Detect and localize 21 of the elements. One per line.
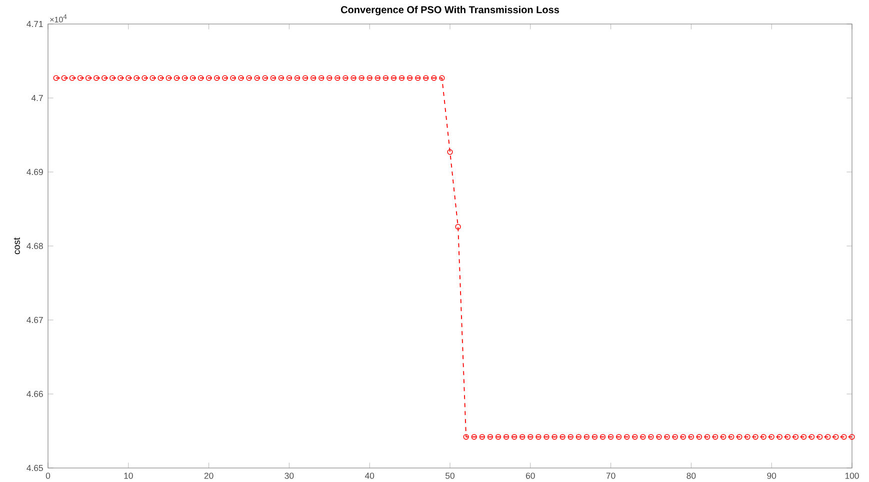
x-tick-label: 0 <box>46 472 50 479</box>
x-tick-label: 80 <box>686 472 696 479</box>
y-tick-label: 4.67 <box>26 316 43 324</box>
x-tick-label: 20 <box>204 472 214 479</box>
y-tick-label: 4.66 <box>26 390 43 398</box>
x-tick-label: 90 <box>767 472 776 479</box>
y-tick-label: 4.68 <box>26 242 43 250</box>
text: ×10$^{4}$ <box>50 14 67 22</box>
x-tick-label: 70 <box>606 472 616 479</box>
x-tick-label: 30 <box>284 472 294 479</box>
x-tick-label: 50 <box>446 472 454 479</box>
x-tick-label: 100 <box>845 472 859 479</box>
chart-title: Convergence Of PSO With Transmission Loss <box>340 6 560 16</box>
y-tick-label: 4.7 <box>31 95 43 101</box>
y-tick-label: 4.65 <box>26 464 43 472</box>
x-tick-label: 60 <box>526 472 535 479</box>
y-tick-label: 4.71 <box>26 21 43 27</box>
y-axis-title: cost <box>14 237 20 254</box>
y-tick-label: 4.69 <box>26 168 43 176</box>
x-tick-label: 40 <box>364 472 374 479</box>
x-tick-label: 10 <box>124 472 133 479</box>
